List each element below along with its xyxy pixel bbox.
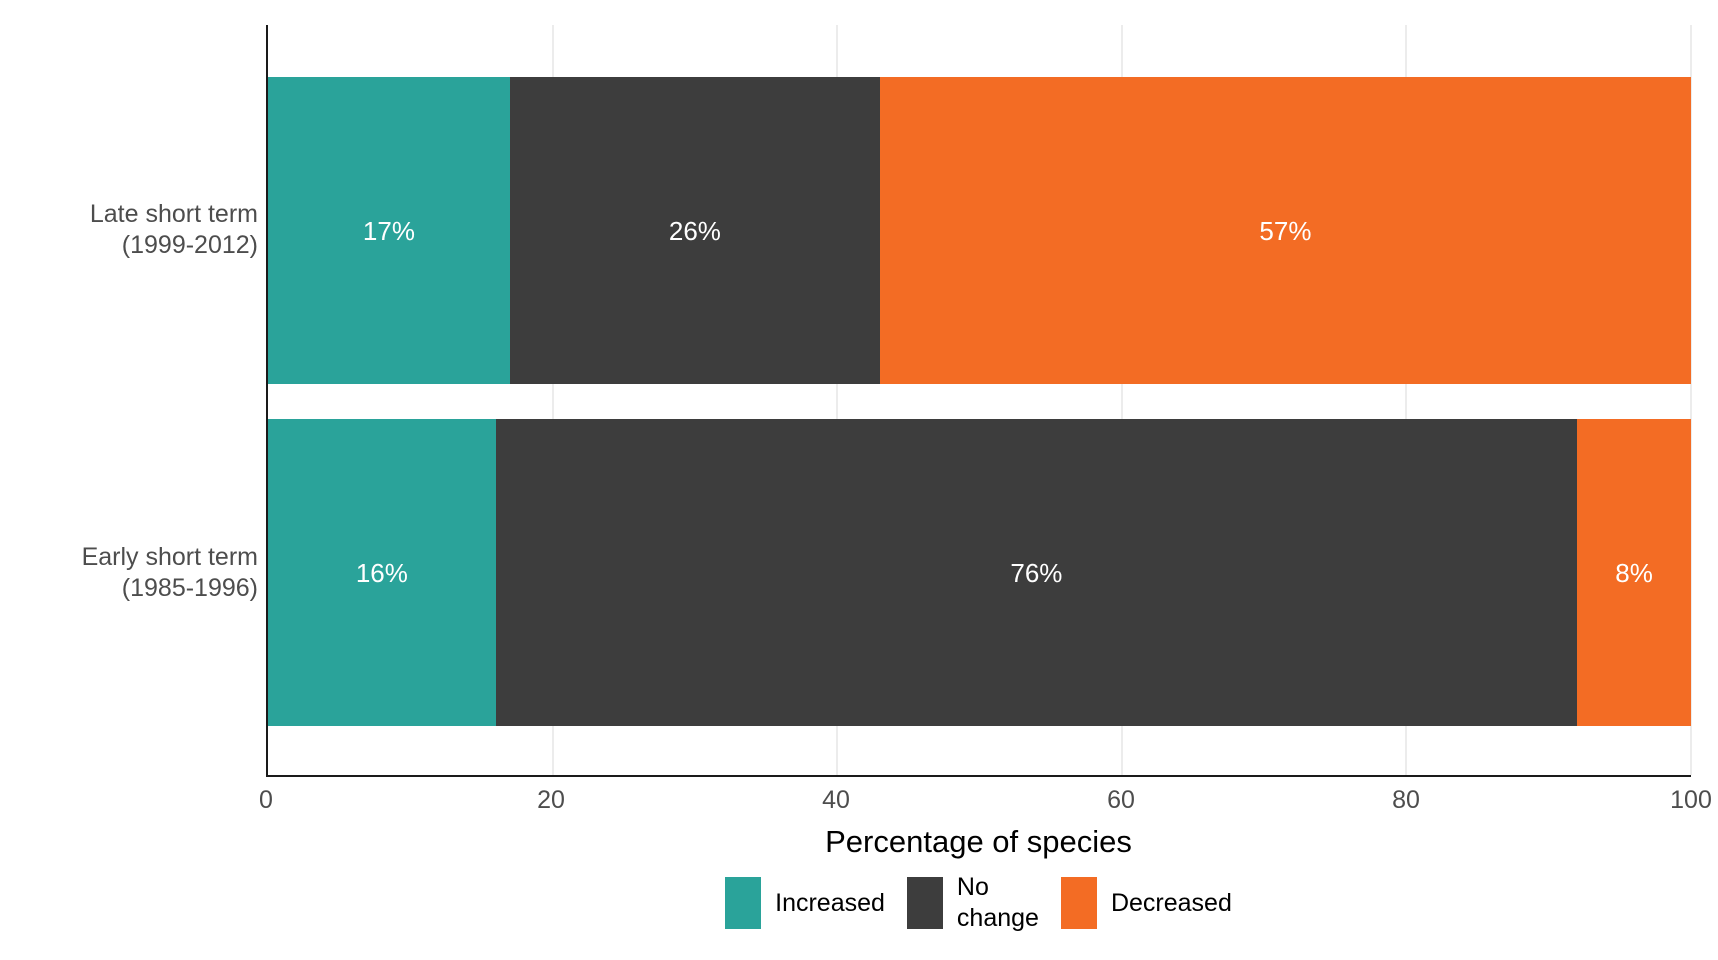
legend-label-increased: Increased [775,888,885,917]
gridline-80 [1405,25,1408,775]
y-axis-label-early-short-term: Early short term (1985-1996) [81,543,258,602]
gridline-100 [1690,25,1692,775]
x-axis-ticks: 0 20 40 60 80 100 [259,786,1712,818]
x-tick-label-60: 60 [1107,786,1135,814]
bar-row-late-short-term: 17% 26% 57% [268,77,1691,384]
bar-segment-early-short-term-decreased: 8% [1577,419,1691,726]
legend-item-increased: Increased [725,877,885,929]
plot-panel: 17% 26% 57% 16% 76% 8% [266,25,1692,777]
legend-key-increased [725,877,762,929]
legend: Increased No change Decreased [266,858,1691,948]
y-axis-label-late-short-term: Late short term (1999-2012) [89,200,258,259]
bar-segment-early-short-term-increased: 16% [268,419,496,726]
x-tick-label-40: 40 [822,786,850,814]
bar-value-label: 57% [1259,215,1312,246]
gridline-20 [551,25,554,775]
bar-value-label: 16% [355,557,408,588]
x-tick-label-80: 80 [1392,786,1420,814]
legend-key-decreased [1060,877,1097,929]
bar-value-label: 17% [362,215,415,246]
gridline-60 [1120,25,1123,775]
bar-value-label: 26% [668,215,721,246]
legend-label-decreased: Decreased [1110,888,1232,917]
legend-item-decreased: Decreased [1060,877,1232,929]
x-tick-label-0: 0 [259,786,273,814]
x-axis-title: Percentage of species [825,824,1132,859]
bar-segment-early-short-term-no-change: 76% [495,419,1578,726]
bar-segment-late-short-term-increased: 17% [268,77,510,384]
legend-label-no-change: No change [956,873,1039,932]
legend-key-no-change [906,877,943,929]
x-tick-label-100: 100 [1670,786,1712,814]
x-tick-label-20: 20 [537,786,565,814]
gridline-40 [836,25,839,775]
legend-item-no-change: No change [906,872,1039,934]
bar-value-label: 8% [1615,557,1653,588]
bar-value-label: 76% [1010,557,1063,588]
bar-segment-late-short-term-decreased: 57% [879,77,1691,384]
bar-row-early-short-term: 16% 76% 8% [268,419,1691,726]
bar-segment-late-short-term-no-change: 26% [509,77,880,384]
